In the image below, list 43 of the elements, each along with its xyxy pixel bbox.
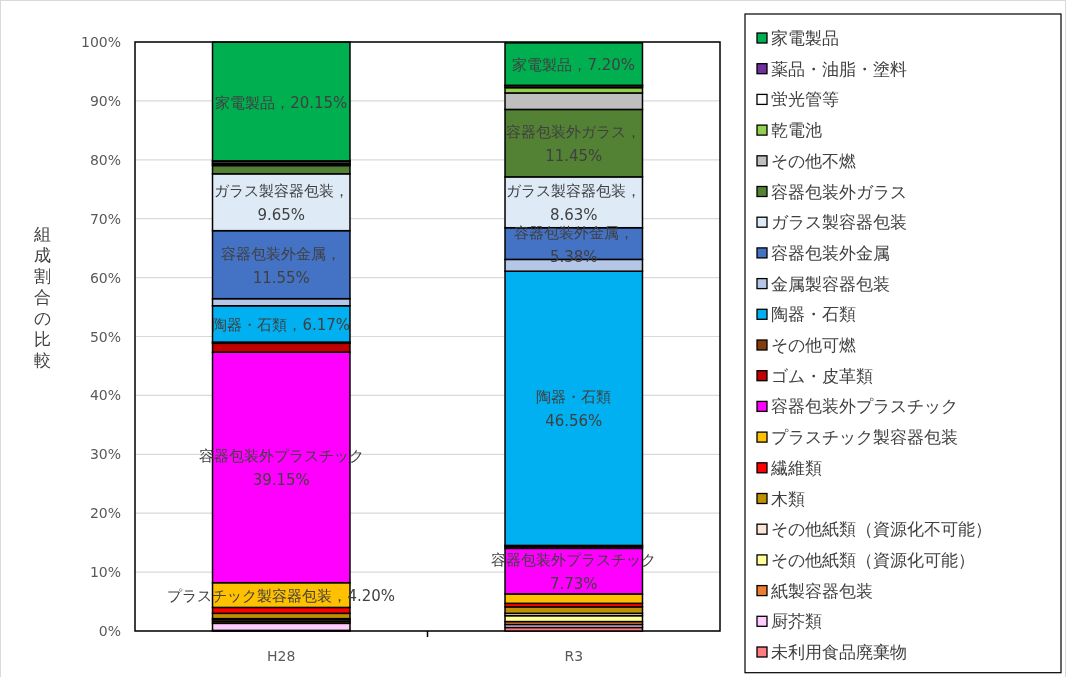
legend-label: その他不燃	[771, 150, 856, 171]
data-label: 陶器・石類，6.17%	[212, 315, 351, 334]
y-tick-label: 70%	[89, 210, 121, 227]
legend-label: 紙製容器包装	[771, 580, 873, 601]
data-label: 容器包装外ガラス， 11.45%	[506, 123, 642, 166]
legend-label: プラスチック製容器包装	[771, 427, 958, 448]
legend-label: ゴム・皮革類	[771, 365, 873, 386]
legend-label: 陶器・石類	[771, 304, 856, 325]
legend-label: その他可燃	[771, 335, 856, 355]
y-tick-label: 90%	[89, 92, 121, 109]
data-label: ガラス製容器包装， 8.63%	[506, 182, 642, 225]
legend-label: 薬品・油脂・塗料	[771, 58, 907, 79]
data-label: 家電製品，20.15%	[215, 93, 348, 112]
legend-label: 厨芥類	[771, 611, 822, 632]
data-label: ガラス製容器包装， 9.65%	[213, 182, 349, 225]
legend-label: 繊維類	[770, 457, 822, 478]
y-tick-label: 100%	[80, 34, 121, 50]
data-label: 家電製品，7.20%	[512, 56, 636, 75]
legend-label: 未利用食品廃棄物	[771, 642, 907, 662]
data-label: 容器包装外金属， 11.55%	[221, 244, 342, 287]
y-tick-label: 60%	[89, 269, 121, 286]
y-tick-label: 0%	[98, 623, 121, 639]
y-axis-title: 組成割合の比較	[32, 224, 51, 370]
y-tick-label: 40%	[89, 387, 121, 404]
legend-label: 蛍光管等	[771, 89, 839, 110]
data-label: 陶器・石類 46.56%	[536, 388, 612, 431]
x-tick-label: H28	[267, 648, 296, 664]
y-tick-label: 20%	[89, 505, 121, 522]
legend-label: ガラス製容器包装	[771, 212, 907, 233]
legend-label: 木類	[771, 488, 805, 509]
y-tick-label: 10%	[89, 564, 121, 581]
legend-label: その他紙類（資源化不可能）	[771, 519, 992, 540]
legend-label: 容器包装外金属	[771, 242, 890, 263]
y-tick-label: 80%	[89, 151, 121, 168]
legend-label: 乾電池	[771, 120, 822, 141]
legend-label: 容器包装外ガラス	[771, 181, 907, 202]
y-tick-label: 50%	[89, 328, 121, 345]
x-tick-label: R3	[564, 648, 584, 664]
legend-label: 容器包装外プラスチック	[771, 396, 958, 417]
legend-label: その他紙類（資源化可能）	[771, 549, 975, 570]
legend-label: 家電製品	[771, 28, 839, 48]
y-tick-label: 30%	[89, 446, 121, 463]
legend-label: 金属製容器包装	[771, 273, 890, 294]
